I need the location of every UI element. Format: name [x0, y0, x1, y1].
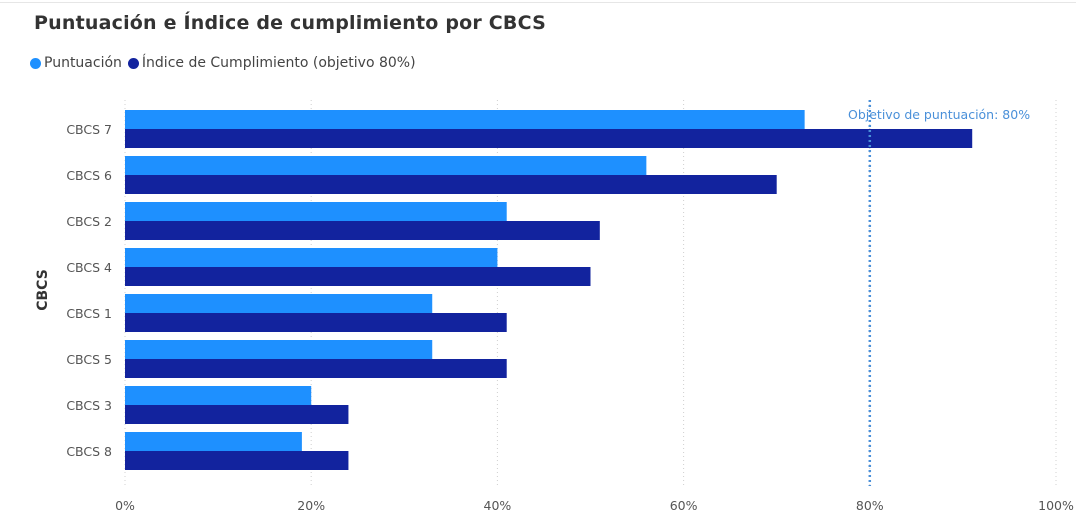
- category-label: CBCS 8: [66, 444, 112, 459]
- legend-item-indice[interactable]: Índice de Cumplimiento (objetivo 80%): [127, 55, 416, 71]
- legend-swatch-puntuacion: [30, 57, 41, 69]
- category-label: CBCS 6: [66, 168, 112, 183]
- category-label: CBCS 2: [66, 214, 112, 229]
- chart-title: Puntuación e Índice de cumplimiento por …: [34, 12, 546, 34]
- category-label: CBCS 5: [66, 352, 112, 367]
- legend-label-indice: Índice de Cumplimiento (objetivo 80%): [141, 55, 416, 71]
- x-tick-label: 80%: [856, 498, 884, 513]
- target-reference-label: Objetivo de puntuación: 80%: [848, 107, 1030, 122]
- y-axis-title: CBCS: [35, 269, 51, 311]
- bar-puntuacion: [125, 432, 302, 451]
- bar-indice: [125, 405, 349, 424]
- category-label: CBCS 4: [66, 260, 112, 275]
- x-tick-label: 0%: [115, 498, 135, 513]
- bar-indice: [125, 313, 507, 332]
- x-tick-label: 40%: [484, 498, 512, 513]
- bar-puntuacion: [125, 340, 433, 359]
- top-divider: [0, 2, 1076, 3]
- legend-swatch-indice: [127, 57, 139, 69]
- legend-label-puntuacion: Puntuación: [44, 55, 122, 71]
- x-tick-label: 100%: [1038, 498, 1074, 513]
- category-label: CBCS 3: [66, 398, 112, 413]
- bar-indice: [125, 359, 507, 378]
- category-label: CBCS 1: [66, 306, 112, 321]
- bar-indice: [125, 175, 777, 194]
- bar-puntuacion: [125, 248, 498, 267]
- bar-indice: [125, 451, 349, 470]
- bar-indice: [125, 267, 591, 286]
- bar-puntuacion: [125, 156, 647, 175]
- bar-indice: [125, 129, 973, 148]
- x-tick-label: 20%: [297, 498, 325, 513]
- bar-puntuacion: [125, 294, 433, 313]
- x-tick-label: 60%: [670, 498, 698, 513]
- bar-indice: [125, 221, 600, 240]
- category-label: CBCS 7: [66, 122, 112, 137]
- bar-puntuacion: [125, 110, 805, 129]
- bar-puntuacion: [125, 386, 312, 405]
- legend-item-puntuacion[interactable]: Puntuación: [30, 55, 122, 71]
- chart-legend: Puntuación Índice de Cumplimiento (objet…: [30, 55, 422, 71]
- bar-puntuacion: [125, 202, 507, 221]
